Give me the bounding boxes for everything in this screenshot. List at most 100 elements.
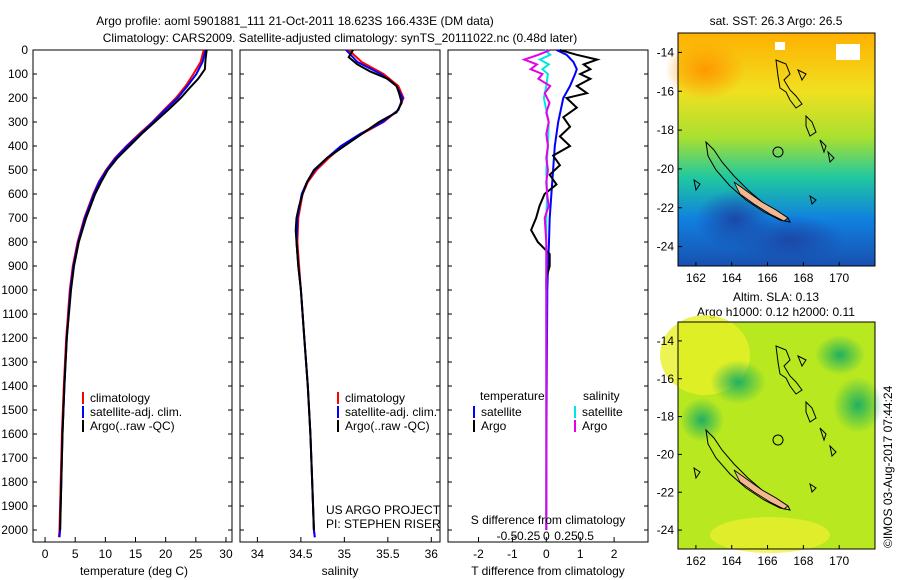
lat-tick-label: -22 bbox=[657, 485, 675, 499]
x-tick-label: 5 bbox=[72, 547, 79, 561]
difference-panel: -2 -1 0 1 2 -0.5-0.25 0 0.25 0.5 S difference fr… bbox=[447, 49, 649, 578]
salinity-x-ticks: 34 34.5 35 35.5 36 bbox=[251, 537, 438, 561]
legend-s-satellite: satellite bbox=[582, 405, 623, 419]
sst-map-ticks: 162 164 166 168 170 -14 -16 -18 -20 -22 -24 bbox=[657, 45, 850, 285]
sla-map-title-2: Argo h1000: 0.12 h2000: 0.11 bbox=[697, 305, 855, 319]
lon-tick-label: 170 bbox=[829, 554, 849, 568]
depth-tick-label: 600 bbox=[8, 187, 28, 201]
lon-tick-label: 166 bbox=[758, 271, 778, 285]
x-tick-label: 10 bbox=[99, 547, 113, 561]
t-difference-label: T difference from climatology bbox=[471, 564, 625, 578]
x-tick-label: 35 bbox=[338, 547, 352, 561]
series-climatology bbox=[57, 49, 205, 538]
lon-tick-label: 164 bbox=[722, 271, 742, 285]
legend-satellite: satellite-adj. clim. bbox=[90, 405, 182, 419]
sst-warm-patch bbox=[665, 40, 745, 100]
temperature-x-ticks: 0 5 10 15 20 25 30 bbox=[42, 537, 233, 561]
depth-tick-label: 900 bbox=[8, 259, 28, 273]
x-tick-label: 15 bbox=[129, 547, 143, 561]
sla-low-patch-2 bbox=[833, 377, 883, 433]
depth-tick-label: 2000 bbox=[1, 523, 28, 537]
depth-axis: 0 100 200 300 400 500 600 700 800 900 1000 1100 1200… bbox=[1, 43, 648, 537]
difference-x-ticks: -2 -1 0 1 2 -0.5-0.25 0 0.25 0.5 bbox=[473, 529, 618, 561]
x-tick-label: 30 bbox=[219, 547, 233, 561]
sst-map-frame bbox=[677, 32, 876, 267]
lon-tick-label: 162 bbox=[686, 271, 706, 285]
x-tick-label: 20 bbox=[159, 547, 173, 561]
x-tick-label: 34.5 bbox=[289, 547, 313, 561]
sla-low-patch-1 bbox=[710, 360, 766, 404]
lat-tick-label: -22 bbox=[657, 201, 675, 215]
lon-tick-label: 162 bbox=[686, 554, 706, 568]
depth-tick-label: 1100 bbox=[2, 307, 28, 321]
x-tick-label: 35.5 bbox=[376, 547, 400, 561]
series-s-argo bbox=[521, 49, 552, 530]
sst-coastlines bbox=[693, 59, 835, 223]
sla-map: Altim. SLA: 0.13 Argo h1000: 0.12 h2000:… bbox=[657, 290, 883, 568]
pi-annotation: PI: STEPHEN RISER bbox=[326, 517, 441, 531]
depth-tick-label: 1500 bbox=[1, 403, 28, 417]
s-diff-tick-label: 0 bbox=[543, 529, 550, 543]
lat-tick-label: -24 bbox=[657, 523, 675, 537]
series-satellite-adj-clim bbox=[58, 49, 207, 538]
new-caledonia-landmass-2 bbox=[733, 469, 789, 510]
lat-tick-label: -20 bbox=[657, 447, 675, 461]
sla-map-ticks: 162 164 166 168 170 -14 -16 -18 -20 -22 -24 bbox=[657, 334, 850, 568]
project-annotation: US ARGO PROJECT bbox=[326, 503, 441, 517]
sst-missing-data-2 bbox=[775, 42, 785, 50]
x-tick-label: 34 bbox=[251, 547, 265, 561]
lon-tick-label: 168 bbox=[793, 554, 813, 568]
depth-tick-label: 1700 bbox=[1, 451, 28, 465]
x-tick-label: 25 bbox=[189, 547, 203, 561]
depth-tick-label: 500 bbox=[8, 163, 28, 177]
depth-tick-label: 1000 bbox=[1, 283, 28, 297]
s-diff-tick-label: 0.25 bbox=[554, 529, 578, 543]
series-argo-raw-qc bbox=[294, 49, 403, 531]
lat-tick-label: -16 bbox=[657, 84, 675, 98]
legend-satellite: satellite-adj. clim. bbox=[345, 405, 437, 419]
legend-climatology: climatology bbox=[90, 391, 150, 405]
lat-tick-label: -14 bbox=[657, 45, 675, 59]
sla-low-patch-4 bbox=[815, 335, 865, 375]
depth-tick-label: 1200 bbox=[1, 331, 28, 345]
sla-coastlines bbox=[693, 345, 837, 511]
copyright-stamp: ©IMOS 03-Aug-2017 07:44:24 bbox=[881, 385, 895, 548]
lon-tick-label: 168 bbox=[793, 271, 813, 285]
lon-tick-label: 164 bbox=[722, 554, 742, 568]
legend-temperature-title: temperature bbox=[480, 389, 545, 403]
salinity-lines bbox=[294, 49, 405, 538]
legend-argo: Argo(..raw -QC) bbox=[90, 419, 175, 433]
sst-missing-data bbox=[836, 44, 860, 60]
depth-tick-label: 800 bbox=[8, 235, 28, 249]
temperature-xlabel: temperature (deg C) bbox=[80, 564, 188, 578]
lat-tick-label: -24 bbox=[657, 240, 675, 254]
x-tick-label: 0 bbox=[543, 547, 550, 561]
difference-lines bbox=[521, 49, 601, 531]
series-argo-raw-qc bbox=[59, 49, 208, 531]
s-diff-tick-label: 0.5 bbox=[577, 529, 594, 543]
sst-cool-patch-2 bbox=[695, 190, 775, 250]
temperature-legend: climatology satellite-adj. clim. Argo(..… bbox=[82, 391, 182, 433]
legend-salinity-title: salinity bbox=[583, 389, 620, 403]
temperature-lines bbox=[57, 49, 208, 538]
lon-tick-label: 166 bbox=[758, 554, 778, 568]
series-t-argo bbox=[529, 49, 601, 290]
legend-t-satellite: satellite bbox=[481, 405, 522, 419]
legend-s-argo: Argo bbox=[582, 419, 608, 433]
sst-map-title: sat. SST: 26.3 Argo: 26.5 bbox=[710, 14, 843, 28]
series-t-satellite bbox=[545, 49, 578, 531]
depth-tick-label: 300 bbox=[8, 115, 28, 129]
s-diff-tick-label: -0.25 bbox=[513, 529, 541, 543]
legend-climatology: climatology bbox=[345, 391, 405, 405]
lat-tick-label: -16 bbox=[657, 372, 675, 386]
s-diff-tick-label: -0.5 bbox=[497, 529, 518, 543]
x-tick-label: -1 bbox=[507, 547, 518, 561]
s-difference-label: S difference from climatology bbox=[471, 513, 626, 527]
depth-tick-label: 700 bbox=[8, 211, 28, 225]
lon-tick-label: 170 bbox=[829, 271, 849, 285]
sla-map-frame bbox=[677, 321, 876, 550]
salinity-legend: climatology satellite-adj. clim. Argo(..… bbox=[337, 391, 437, 433]
depth-tick-label: 1300 bbox=[1, 355, 28, 369]
sla-map-title-1: Altim. SLA: 0.13 bbox=[733, 290, 819, 304]
